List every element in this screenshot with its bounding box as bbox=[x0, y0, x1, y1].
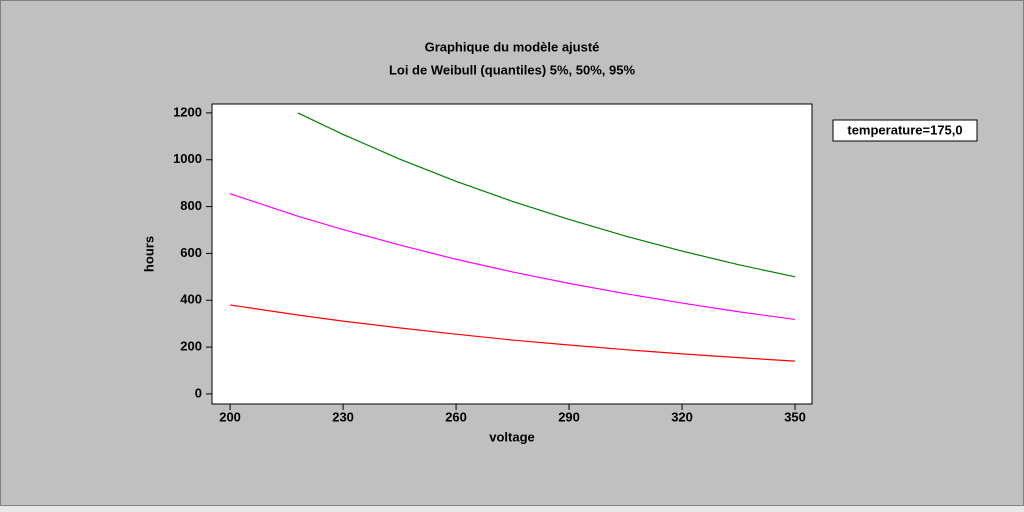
y-tick-label: 600 bbox=[180, 245, 202, 260]
y-tick-label: 800 bbox=[180, 198, 202, 213]
line-series bbox=[297, 112, 796, 278]
line-series bbox=[229, 304, 796, 362]
annotation: temperature=175,0 bbox=[847, 122, 962, 137]
annotation-box bbox=[832, 119, 978, 142]
x-tick-label: 350 bbox=[784, 409, 806, 424]
line-series bbox=[229, 193, 796, 321]
y-tick-label: 1000 bbox=[173, 151, 202, 166]
chart-subtitle: Loi de Weibull (quantiles) 5%, 50%, 95% bbox=[389, 62, 636, 77]
y-axis-label: hours bbox=[141, 236, 156, 272]
window-bottom bbox=[0, 506, 1024, 512]
y-tick-label: 1200 bbox=[173, 104, 202, 119]
x-tick-label: 290 bbox=[558, 409, 580, 424]
chart-title: Graphique du modèle ajusté bbox=[425, 39, 600, 54]
y-tick-label: 200 bbox=[180, 339, 202, 354]
y-tick-label: 400 bbox=[180, 292, 202, 307]
x-tick-label: 320 bbox=[671, 409, 693, 424]
x-tick-label: 260 bbox=[445, 409, 467, 424]
x-tick-label: 200 bbox=[219, 409, 241, 424]
x-axis-label: voltage bbox=[489, 429, 535, 444]
x-tick-label: 230 bbox=[332, 409, 354, 424]
plot-area bbox=[211, 103, 813, 405]
y-tick-label: 0 bbox=[195, 385, 202, 400]
